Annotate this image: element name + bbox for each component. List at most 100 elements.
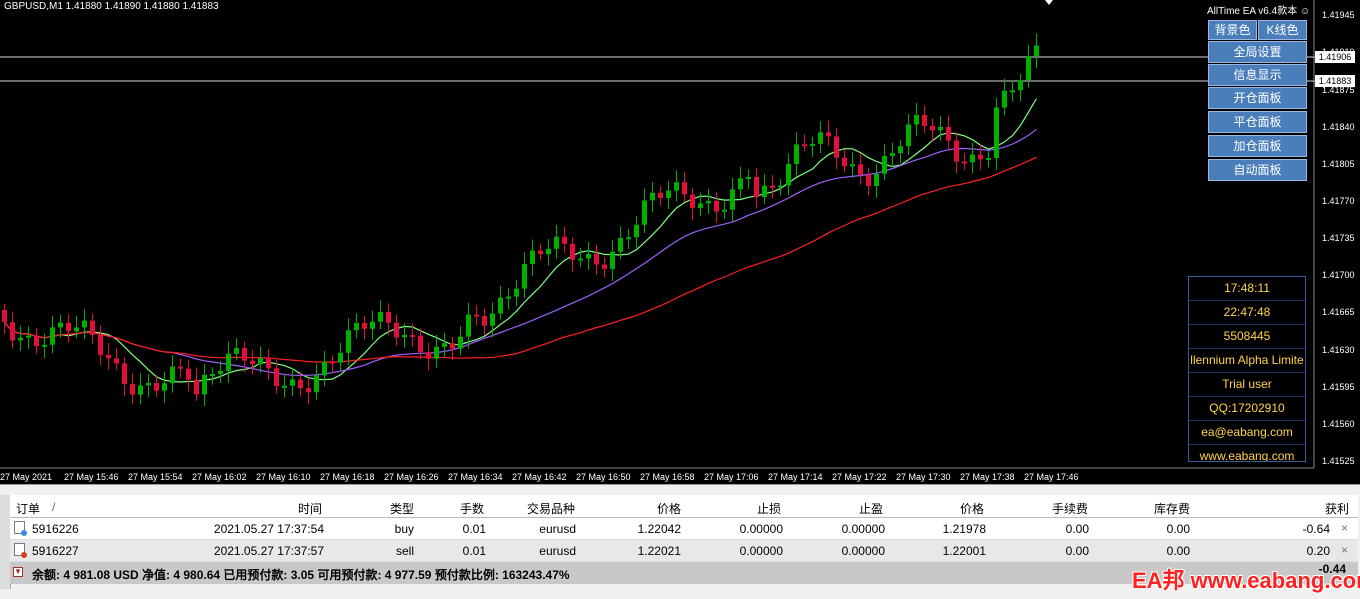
candle-body — [970, 154, 975, 163]
candle-body — [202, 374, 207, 395]
price-chart[interactable]: GBPUSD,M1 1.41880 1.41890 1.41880 1.4188… — [0, 0, 1360, 484]
order-cur-price: 1.21978 — [942, 522, 986, 536]
candle-body — [698, 203, 703, 209]
time-tick: 27 May 16:18 — [320, 472, 375, 482]
time-tick: 27 May 16:58 — [640, 472, 695, 482]
info-server-time: 22:47:48 — [1189, 301, 1305, 325]
col-type[interactable]: 类型 — [390, 502, 415, 516]
candle-body — [330, 361, 335, 364]
candle-body — [1034, 45, 1039, 57]
candle-body — [706, 200, 711, 204]
level-price-tag: 1.41906 — [1315, 51, 1355, 63]
background-color-button[interactable]: 背景色 — [1208, 20, 1257, 40]
close-panel-button[interactable]: 平仓面板 — [1208, 111, 1307, 133]
candle-body — [514, 288, 519, 297]
global-settings-button[interactable]: 全局设置 — [1208, 41, 1307, 63]
col-lots[interactable]: 手数 — [460, 502, 485, 516]
candle-body — [250, 360, 255, 365]
candle-body — [938, 126, 943, 131]
col-tp[interactable]: 止盈 — [859, 502, 884, 516]
candle-body — [1026, 56, 1031, 81]
open-panel-button[interactable]: 开仓面板 — [1208, 87, 1307, 109]
candle-body — [2, 310, 7, 323]
symbol-label: GBPUSD,M1 1.41880 1.41890 1.41880 1.4188… — [4, 1, 219, 12]
col-price[interactable]: 价格 — [657, 502, 682, 516]
order-lots: 0.01 — [462, 522, 486, 536]
order-row[interactable]: 5916227 2021.05.27 17:37:57 sell 0.01 eu… — [10, 540, 1358, 562]
candle-body — [578, 258, 583, 261]
candle-body — [874, 173, 879, 187]
candle-body — [538, 250, 543, 255]
candle-body — [410, 334, 415, 337]
bid-price-tag: 1.41883 — [1315, 75, 1355, 87]
candle-body — [186, 368, 191, 380]
candle-body — [226, 353, 231, 371]
candle-body — [210, 373, 215, 376]
auto-panel-button[interactable]: 自动面板 — [1208, 159, 1307, 181]
order-id: 5916226 — [32, 522, 79, 536]
price-tick: 1.41770 — [1322, 196, 1355, 206]
info-local-time: 17:48:11 — [1189, 277, 1305, 301]
col-time[interactable]: 时间 — [298, 502, 323, 516]
candle-body — [690, 194, 695, 209]
price-tick: 1.41840 — [1322, 122, 1355, 132]
close-order-icon[interactable]: × — [1340, 521, 1348, 535]
candle-body — [1018, 80, 1023, 91]
sell-order-icon — [14, 543, 27, 558]
terminal-panel: 订单 / 时间 类型 手数 交易品种 价格 止损 止盈 价格 手续费 库存费 获… — [0, 484, 1360, 599]
candle-body — [794, 144, 799, 164]
time-tick: 27 May 2021 — [0, 472, 53, 482]
col-profit[interactable]: 获利 — [1325, 502, 1350, 516]
candle-body — [898, 146, 903, 154]
candle-body — [754, 176, 759, 198]
col-order[interactable]: 订单 — [16, 502, 41, 516]
ea-title: AllTime EA v6.4款本 ☺ — [1207, 6, 1311, 17]
price-tick: 1.41630 — [1322, 345, 1355, 355]
add-position-panel-button[interactable]: 加仓面板 — [1208, 135, 1307, 157]
candle-body — [666, 190, 671, 198]
col-symbol[interactable]: 交易品种 — [527, 502, 576, 516]
candle-body — [834, 136, 839, 158]
candle-body — [194, 379, 199, 395]
price-tick: 1.41700 — [1322, 270, 1355, 280]
candle-body — [154, 382, 159, 391]
info-display-button[interactable]: 信息显示 — [1208, 64, 1307, 86]
col-sl[interactable]: 止损 — [757, 502, 782, 516]
candle-body — [426, 352, 431, 359]
info-broker: llennium Alpha Limite — [1189, 349, 1305, 373]
candle-body — [914, 114, 919, 125]
time-tick: 27 May 17:30 — [896, 472, 951, 482]
order-row[interactable]: 5916226 2021.05.27 17:37:54 buy 0.01 eur… — [10, 518, 1358, 540]
order-price: 1.22021 — [637, 544, 681, 558]
order-cur-price: 1.22001 — [942, 544, 986, 558]
balance-icon: ▼ — [13, 567, 23, 577]
candle-body — [882, 155, 887, 174]
price-tick: 1.41665 — [1322, 307, 1355, 317]
candle-body — [986, 158, 991, 161]
slow-ma-line — [4, 156, 1037, 363]
time-tick: 27 May 16:42 — [512, 472, 567, 482]
candle-body — [450, 343, 455, 349]
info-qq: QQ:17202910 — [1189, 397, 1305, 421]
order-type: buy — [394, 522, 414, 536]
candle-body — [98, 334, 103, 355]
col-swap[interactable]: 库存费 — [1154, 502, 1191, 516]
close-order-icon[interactable]: × — [1340, 543, 1348, 557]
mid-ma-line — [4, 128, 1037, 377]
candle-body — [474, 314, 479, 317]
candle-body — [138, 385, 143, 395]
candle-body — [922, 114, 927, 126]
candle-body — [858, 164, 863, 175]
candle-color-button[interactable]: K线色 — [1258, 20, 1307, 40]
col-cur-price[interactable]: 价格 — [960, 502, 985, 516]
candle-body — [810, 143, 815, 146]
candle-body — [978, 154, 983, 160]
candle-body — [626, 237, 631, 240]
col-commission[interactable]: 手续费 — [1052, 502, 1089, 516]
candle-body — [258, 358, 263, 365]
candle-body — [170, 366, 175, 384]
fast-ma-line — [4, 98, 1038, 383]
info-email: ea@eabang.com — [1189, 421, 1305, 445]
candle-body — [290, 379, 295, 386]
candle-body — [498, 297, 503, 314]
